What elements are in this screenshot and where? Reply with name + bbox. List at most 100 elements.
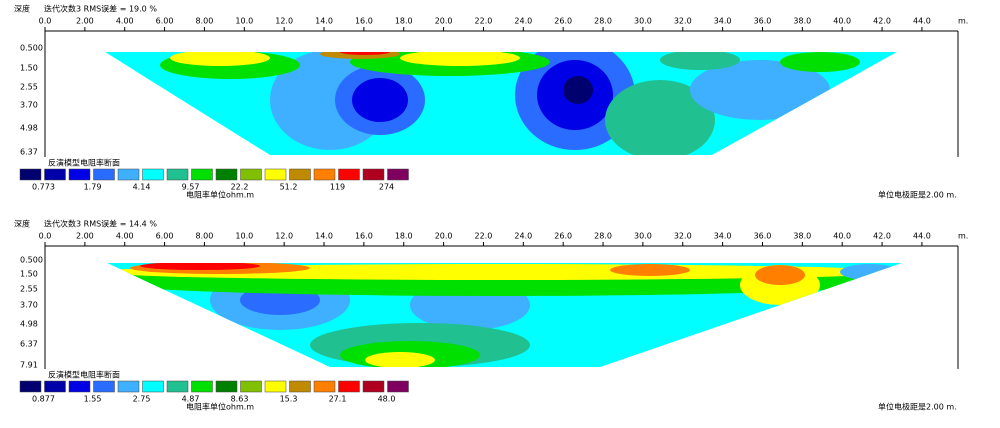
legend-title: 反演模型电阻率断面	[48, 370, 120, 380]
legend-swatch	[313, 380, 336, 393]
legend-swatch	[264, 168, 287, 181]
contour-zone	[352, 78, 408, 122]
legend-swatch	[215, 168, 238, 181]
legend-swatch	[289, 380, 311, 393]
legend-swatch	[313, 168, 336, 181]
x-tick-label: 28.0	[594, 232, 612, 241]
x-tick-label: 38.0	[793, 17, 811, 26]
x-tick-label: 10.0	[235, 232, 253, 241]
x-tick-label: 40.0	[833, 17, 851, 26]
contour-zone	[140, 263, 260, 270]
legend-swatch	[338, 380, 360, 393]
contour-zone	[610, 264, 690, 276]
x-tick-label: 20.0	[435, 232, 453, 241]
depth-title: 深度	[14, 4, 30, 14]
legend-swatch	[117, 168, 140, 181]
spacing-label: 单位电极距是2.00 m.	[878, 190, 957, 200]
depth-label: 7.91	[20, 361, 38, 370]
x-tick-label: 22.0	[475, 17, 493, 26]
x-tick-label: 16.0	[355, 232, 373, 241]
legend-label: 1.79	[84, 183, 102, 192]
legend-label: 8.63	[231, 395, 249, 404]
x-tick-label: 36.0	[754, 17, 772, 26]
legend-swatch	[289, 168, 311, 181]
legend-swatch	[264, 380, 287, 393]
legend-label: 4.87	[182, 395, 200, 404]
contour-zone	[563, 76, 593, 104]
x-tick-label: 42.0	[873, 17, 891, 26]
legend-swatch	[93, 380, 115, 393]
contour-zone	[605, 80, 715, 155]
legend-swatch	[142, 380, 164, 393]
legend-label: 119	[330, 183, 345, 192]
x-tick-label: 24.0	[514, 232, 532, 241]
unit-label: 电阻率单位ohm.m	[186, 402, 254, 412]
depth-label: 3.70	[20, 301, 38, 310]
legend-swatch	[142, 168, 164, 181]
legend-label: 27.1	[329, 395, 347, 404]
x-tick-label: 24.0	[514, 17, 532, 26]
depth-label: 6.37	[20, 340, 38, 349]
x-tick-label: 44.0	[913, 232, 931, 241]
x-tick-label: 22.0	[475, 232, 493, 241]
x-tick-label: 14.0	[315, 232, 333, 241]
x-tick-label: 18.0	[395, 17, 413, 26]
x-tick-label: 0.0	[39, 232, 52, 241]
legend-swatch	[44, 168, 66, 181]
legend-swatch	[191, 168, 213, 181]
depth-label: 0.500	[20, 256, 43, 265]
legend-label: 2.75	[133, 395, 151, 404]
x-tick-label: 30.0	[634, 17, 652, 26]
x-tick-label: 40.0	[833, 232, 851, 241]
legend-label: 51.2	[280, 183, 298, 192]
x-tick-label: 30.0	[634, 232, 652, 241]
contour-zone	[365, 352, 435, 367]
contour-zone	[840, 264, 900, 280]
legend-label: 1.55	[84, 395, 102, 404]
depth-label: 2.55	[20, 285, 38, 294]
x-tick-label: 42.0	[873, 232, 891, 241]
legend-swatch	[68, 168, 91, 181]
x-tick-label: 16.0	[355, 17, 373, 26]
x-tick-label: 10.0	[235, 17, 253, 26]
x-tick-label: 2.00	[76, 232, 94, 241]
unit-label: 电阻率单位ohm.m	[186, 190, 254, 200]
legend-swatch	[362, 168, 385, 181]
x-tick-label: 6.00	[156, 232, 174, 241]
legend-swatch	[68, 380, 91, 393]
legend-swatch	[387, 380, 409, 393]
legend-swatch	[215, 380, 238, 393]
legend-title: 反演模型电阻率断面	[48, 158, 120, 168]
legend-swatch	[44, 380, 66, 393]
depth-label: 1.50	[20, 64, 38, 73]
legend-swatch	[387, 168, 409, 181]
x-tick-label: 8.00	[196, 232, 214, 241]
x-tick-label: 2.00	[76, 17, 94, 26]
depth-title: 深度	[14, 219, 30, 229]
legend-label: 22.2	[231, 183, 249, 192]
depth-label: 4.98	[20, 320, 38, 329]
depth-label: 1.50	[20, 270, 38, 279]
contour-zone	[690, 60, 830, 120]
spacing-label: 单位电极距是2.00 m.	[878, 402, 957, 412]
x-tick-label: 26.0	[554, 232, 572, 241]
legend-swatch	[240, 168, 262, 181]
depth-label: 2.55	[20, 83, 38, 92]
legend-label: 274	[379, 183, 394, 192]
x-tick-label: 12.0	[275, 17, 293, 26]
depth-label: 4.98	[20, 124, 38, 133]
legend-swatch	[166, 168, 189, 181]
contour-zone	[170, 52, 270, 66]
x-tick-label: 28.0	[594, 17, 612, 26]
resistivity-section	[107, 263, 902, 367]
x-unit: m.	[958, 17, 968, 26]
x-unit: m.	[958, 232, 968, 241]
x-tick-label: 4.00	[116, 17, 134, 26]
legend-swatch	[93, 168, 115, 181]
legend-label: 9.57	[182, 183, 200, 192]
x-tick-label: 8.00	[196, 17, 214, 26]
header: 迭代次数3 RMS误差 = 14.4 %	[44, 219, 157, 229]
legend-swatch	[166, 380, 189, 393]
legend-label: 0.773	[32, 183, 55, 192]
